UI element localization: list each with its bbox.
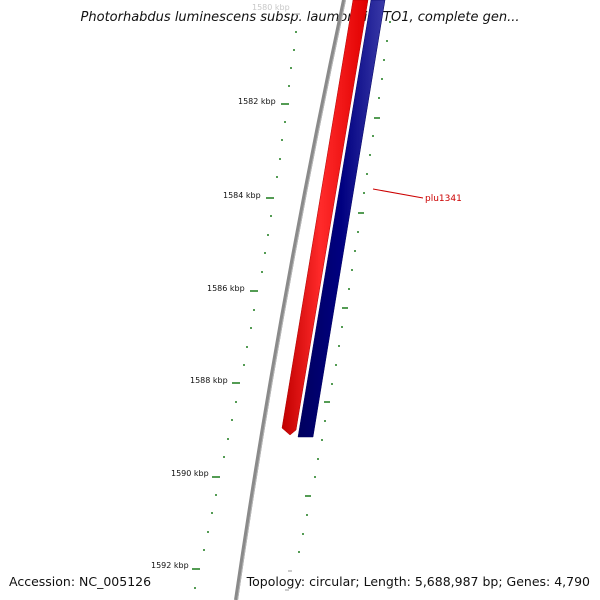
- tick-label-1588: 1588 kbp: [190, 376, 228, 385]
- map-title: Photorhabdus luminescens subsp. laumondi…: [80, 10, 520, 25]
- forward-feature: [281, 0, 369, 436]
- genome-summary-text: Topology: circular; Length: 5,688,987 bp…: [246, 574, 590, 589]
- accession-text: Accession: NC_005126: [9, 574, 152, 589]
- tick-label-1586: 1586 kbp: [207, 284, 245, 293]
- tick-label-1582: 1582 kbp: [238, 97, 276, 106]
- gene-label-leader: [372, 188, 424, 199]
- tick-label-1592: 1592 kbp: [151, 561, 189, 570]
- backbone-ring: [234, 0, 346, 600]
- gene-label-plu1341: plu1341: [425, 194, 462, 204]
- inner-tick-track: [192, 13, 300, 589]
- backbone-ring-highlight: [237, 0, 346, 600]
- reverse-feature: [297, 0, 386, 438]
- tick-label-1590: 1590 kbp: [171, 469, 209, 478]
- tick-label-group: 1580 kbp 1582 kbp 1584 kbp 1586 kbp 1588…: [151, 3, 290, 570]
- outer-tick-track: [285, 21, 391, 591]
- tick-label-1584: 1584 kbp: [223, 191, 261, 200]
- tick-label-1580: 1580 kbp: [252, 3, 290, 12]
